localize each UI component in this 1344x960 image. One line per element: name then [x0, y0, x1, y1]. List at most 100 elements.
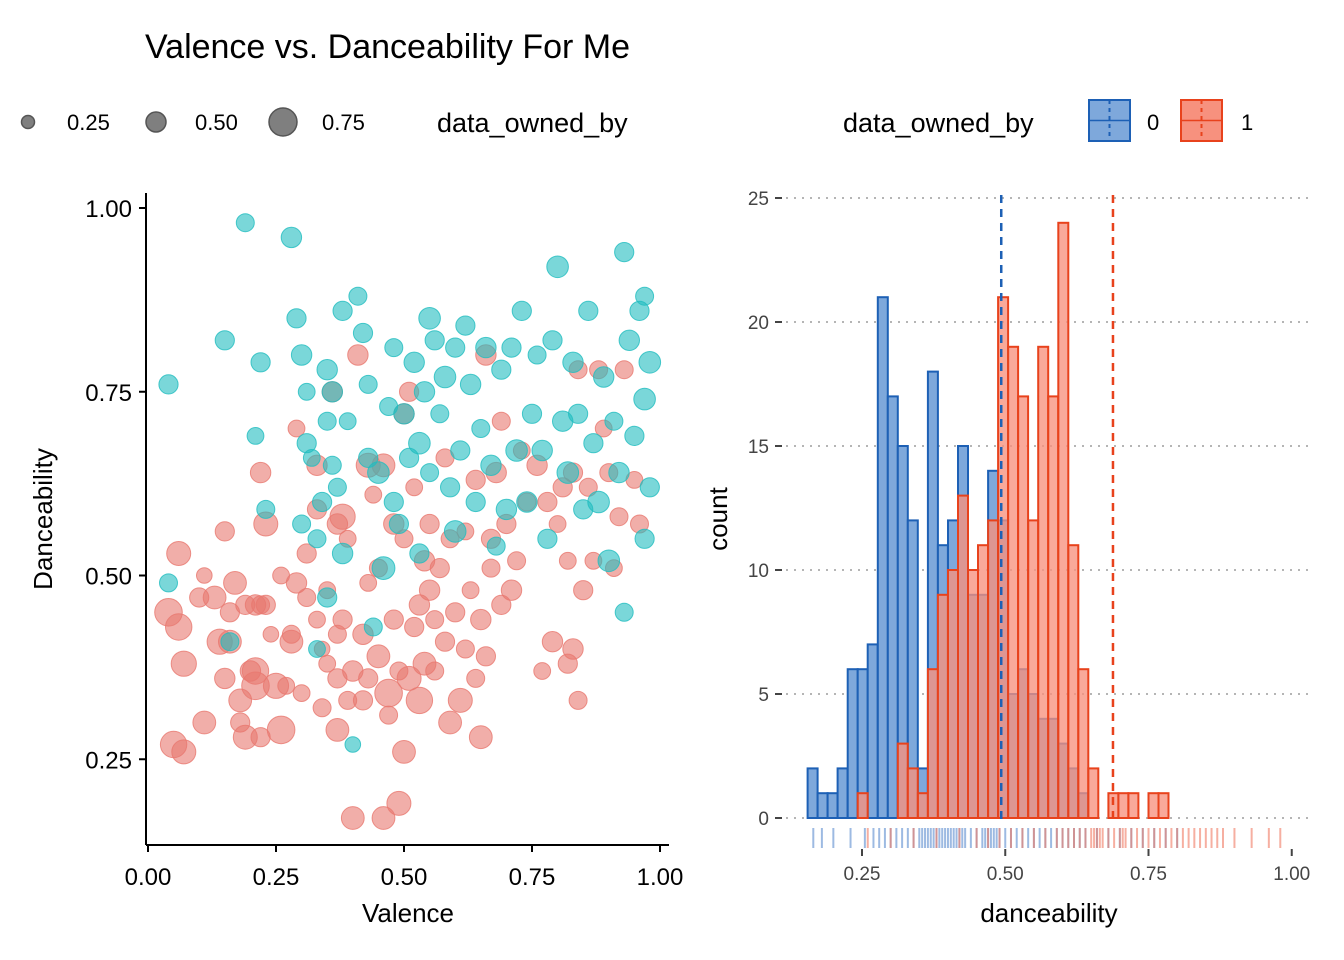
- scatter-point-group0: [340, 806, 365, 830]
- scatter-point-group1: [256, 499, 276, 519]
- histogram-y-tick-label: 15: [748, 437, 769, 458]
- histogram-x-tick-label: 1.00: [1273, 864, 1310, 885]
- scatter-point-group0: [408, 594, 431, 616]
- scatter-point-group1: [158, 374, 179, 395]
- scatter-point-group0: [266, 715, 296, 745]
- scatter-point-group1: [286, 308, 307, 329]
- scatter-point-group0: [255, 594, 276, 616]
- scatter-point-group0: [312, 698, 332, 718]
- scatter-y-axis-label: Danceability: [28, 448, 58, 590]
- scatter-point-group1: [430, 404, 450, 424]
- histogram-bar-group1: [1117, 792, 1130, 820]
- scatter-point-group0: [418, 579, 441, 601]
- histogram-bar-group1: [1087, 767, 1100, 820]
- scatter-point-group1: [511, 300, 532, 321]
- scatter-point-group1: [486, 536, 506, 556]
- scatter-point-group1: [409, 543, 430, 564]
- scatter-y-ticks: 0.25 0.50 0.75 1.00: [85, 196, 146, 774]
- scatter-point-group1: [418, 307, 441, 330]
- scatter-y-tick-label: 0.75: [85, 380, 132, 407]
- scatter-point-group0: [296, 543, 317, 564]
- scatter-point-group1: [546, 255, 569, 279]
- scatter-panel: 0.25 0.50 0.75 1.00 0.00 0.25 0.50 0.75 1.00 Va…: [28, 193, 683, 928]
- scatter-point-group1: [618, 329, 640, 351]
- histogram-y-axis-label: count: [703, 486, 733, 550]
- scatter-point-group0: [533, 662, 552, 680]
- histogram-bar-group1: [936, 593, 949, 819]
- scatter-point-group1: [308, 640, 326, 658]
- histogram-bars-group-1: [856, 221, 1170, 820]
- scatter-point-group1: [604, 411, 624, 431]
- histogram-bar-group0: [836, 767, 849, 820]
- scatter-point-group1: [280, 226, 303, 249]
- scatter-point-group0: [166, 541, 192, 566]
- histogram-legend-label-0: 0: [1147, 110, 1159, 135]
- scatter-point-group1: [403, 351, 425, 373]
- size-legend-label-3: 0.75: [322, 110, 365, 135]
- scatter-point-group0: [292, 684, 311, 702]
- size-legend-key-3: [268, 107, 298, 137]
- scatter-point-group0: [481, 558, 501, 578]
- scatter-point-group0: [371, 806, 396, 830]
- size-legend: 0.25 0.50 0.75 data_owned_by: [20, 107, 628, 138]
- histogram-legend-label-1: 1: [1241, 110, 1253, 135]
- scatter-point-group1: [455, 315, 476, 336]
- scatter-point-group0: [285, 572, 308, 594]
- scatter-point-group1: [465, 491, 486, 513]
- scatter-point-group1: [480, 454, 502, 476]
- scatter-point-group0: [170, 650, 197, 677]
- scatter-point-group1: [527, 345, 547, 365]
- scatter-point-group0: [277, 676, 296, 695]
- scatter-point-group0: [192, 710, 217, 735]
- scatter-point-group0: [537, 491, 558, 513]
- scatter-point-group1: [587, 490, 610, 514]
- scatter-point-group0: [223, 571, 247, 595]
- scatter-point-group0: [466, 668, 486, 688]
- scatter-point-group0: [500, 579, 523, 601]
- scatter-point-group1: [290, 344, 313, 366]
- scatter-point-group0: [491, 411, 511, 431]
- histogram-bar-group0: [866, 643, 879, 820]
- histogram-bar-group0: [816, 792, 829, 820]
- scatter-point-group0: [405, 478, 424, 497]
- histogram-rug: [812, 828, 1282, 848]
- histogram-y-ticks: 0 5 10 15 20 25: [748, 189, 782, 830]
- scatter-point-group1: [634, 528, 655, 549]
- histogram-bar-group1: [856, 792, 869, 820]
- scatter-point-group0: [614, 360, 634, 380]
- histogram-bar-group1: [947, 569, 959, 819]
- histogram-bar-group1: [967, 569, 979, 819]
- scatter-point-group0: [470, 608, 492, 631]
- scatter-points: [154, 213, 662, 830]
- scatter-point-group1: [250, 352, 271, 373]
- scatter-point-group0: [297, 588, 317, 607]
- size-legend-key-1: [20, 114, 36, 130]
- scatter-point-group1: [408, 431, 431, 455]
- scatter-point-group1: [635, 286, 655, 306]
- scatter-point-group0: [318, 654, 337, 673]
- scatter-point-group1: [292, 514, 312, 534]
- scatter-point-group0: [461, 581, 480, 600]
- scatter-point-group0: [548, 515, 567, 533]
- histogram-bar-group1: [1047, 395, 1060, 819]
- scatter-point-group0: [455, 639, 475, 659]
- scatter-point-group0: [447, 687, 473, 713]
- scatter-point-group1: [384, 338, 404, 358]
- scatter-point-group1: [583, 433, 604, 454]
- histogram-y-tick-label: 20: [748, 313, 769, 334]
- scatter-point-group0: [541, 631, 564, 653]
- scatter-point-group1: [495, 498, 518, 521]
- scatter-point-group1: [505, 439, 528, 462]
- histogram-y-tick-label: 5: [758, 685, 769, 706]
- histogram-x-ticks: 0.25 0.50 0.75 1.00: [844, 849, 1310, 885]
- scatter-point-group1: [363, 617, 383, 637]
- scatter-point-group0: [491, 594, 512, 616]
- scatter-y-tick-label: 0.25: [85, 747, 132, 774]
- scatter-point-group1: [420, 463, 440, 483]
- scatter-point-group1: [352, 322, 374, 344]
- scatter-point-group0: [392, 740, 416, 764]
- scatter-point-group1: [383, 491, 404, 513]
- scatter-point-group0: [558, 551, 577, 570]
- histogram-bar-group1: [1077, 668, 1090, 820]
- scatter-point-group1: [235, 213, 255, 233]
